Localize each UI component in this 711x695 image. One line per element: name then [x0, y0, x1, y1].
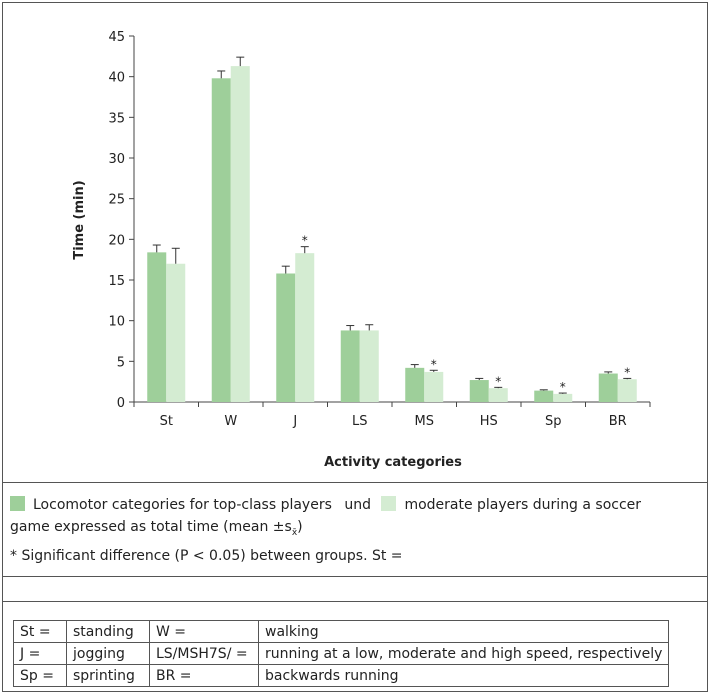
bar-moderate — [230, 66, 250, 403]
bar-moderate — [488, 388, 508, 402]
bar-moderate — [553, 393, 573, 402]
legend-connector: und — [344, 497, 371, 513]
bar-moderate — [424, 371, 444, 402]
y-tick-label: 45 — [108, 30, 125, 45]
legend-swatch-moderate — [381, 496, 397, 511]
bar-top-class — [469, 380, 489, 402]
y-tick-label: 20 — [108, 233, 125, 248]
y-tick-label: 40 — [108, 71, 125, 86]
bar-moderate — [166, 263, 186, 402]
abbreviation-cell: jogging — [66, 642, 150, 665]
note-divider — [2, 576, 708, 577]
x-axis-title: Activity categories — [324, 455, 462, 470]
significance-star: * — [560, 380, 566, 394]
bar-moderate — [295, 253, 315, 402]
bar-top-class — [534, 390, 554, 402]
x-tick-label: Sp — [545, 414, 562, 429]
x-tick-label: MS — [415, 414, 434, 429]
caption-subscript: x̄ — [291, 527, 298, 538]
abbreviation-cell: W = — [149, 620, 259, 643]
bar-top-class — [147, 252, 167, 402]
bar-moderate — [359, 330, 379, 402]
abbreviation-cell: LS/MSH7S/ = — [149, 642, 259, 665]
x-tick-label: BR — [609, 414, 627, 429]
x-tick-label: St — [160, 414, 173, 429]
bar-top-class — [276, 273, 296, 402]
significance-star: * — [302, 234, 308, 248]
abbreviation-cell: backwards running — [257, 664, 670, 687]
x-tick-label: J — [292, 414, 297, 429]
bar-chart: 0 5 10 15 20 25 30 35 40 45 St W J LS MS HS Sp BR * * * * * T… — [72, 30, 651, 470]
bar-top-class — [340, 330, 360, 402]
y-tick-label: 10 — [108, 315, 125, 330]
legend-caption: Locomotor categories for top-class playe… — [10, 494, 700, 544]
y-tick-label: 25 — [108, 193, 125, 208]
significance-star: * — [431, 357, 437, 371]
abbreviation-cell: running at a low, moderate and high spee… — [257, 642, 670, 665]
bar-top-class — [405, 367, 425, 402]
chart-axes: 0 5 10 15 20 25 30 35 40 45 St W J LS MS HS Sp BR — [108, 30, 651, 429]
abbreviation-row: St = standing W = walking — [13, 620, 670, 643]
abbreviation-cell: sprinting — [66, 664, 150, 687]
abbreviation-row: Sp = sprinting BR = backwards running — [13, 664, 670, 687]
abbreviation-cell: walking — [257, 620, 670, 643]
significance-star: * — [624, 365, 630, 379]
bar-top-class — [598, 373, 618, 402]
x-tick-label: HS — [480, 414, 498, 429]
legend-label-moderate: moderate players during a soccer — [404, 497, 642, 513]
abbreviation-cell: St = — [13, 620, 67, 643]
legend-label-top-class: Locomotor categories for top-class playe… — [33, 497, 332, 513]
abbreviation-table: St = standing W = walking J = jogging LS/MSH7S… — [13, 620, 670, 687]
y-tick-label: 5 — [117, 355, 125, 370]
abbreviation-cell: Sp = — [13, 664, 67, 687]
abbreviation-row: J = jogging LS/MSH7S/ = running at a low, m… — [13, 642, 670, 665]
abbreviation-cell: standing — [66, 620, 150, 643]
bar-top-class — [211, 78, 231, 402]
abbreviation-cell: BR = — [149, 664, 259, 687]
legend-swatch-top-class — [10, 496, 25, 511]
caption-divider — [2, 482, 708, 483]
significance-star: * — [495, 374, 501, 388]
caption-line2: game expressed as total time (mean ±s — [10, 519, 292, 535]
chart-bars: * * * * * — [147, 56, 637, 403]
y-tick-label: 30 — [108, 152, 125, 167]
table-divider — [2, 601, 708, 602]
abbreviation-cell: J = — [13, 642, 67, 665]
y-tick-label: 15 — [108, 274, 125, 289]
bar-moderate — [617, 379, 637, 402]
y-axis-title: Time (min) — [72, 180, 87, 259]
x-tick-label: LS — [352, 414, 368, 429]
caption-close: ) — [297, 519, 303, 535]
significance-note: * Significant difference (P < 0.05) betw… — [10, 548, 403, 564]
y-tick-label: 35 — [108, 111, 125, 126]
x-tick-label: W — [224, 414, 237, 429]
y-tick-label: 0 — [117, 396, 125, 411]
